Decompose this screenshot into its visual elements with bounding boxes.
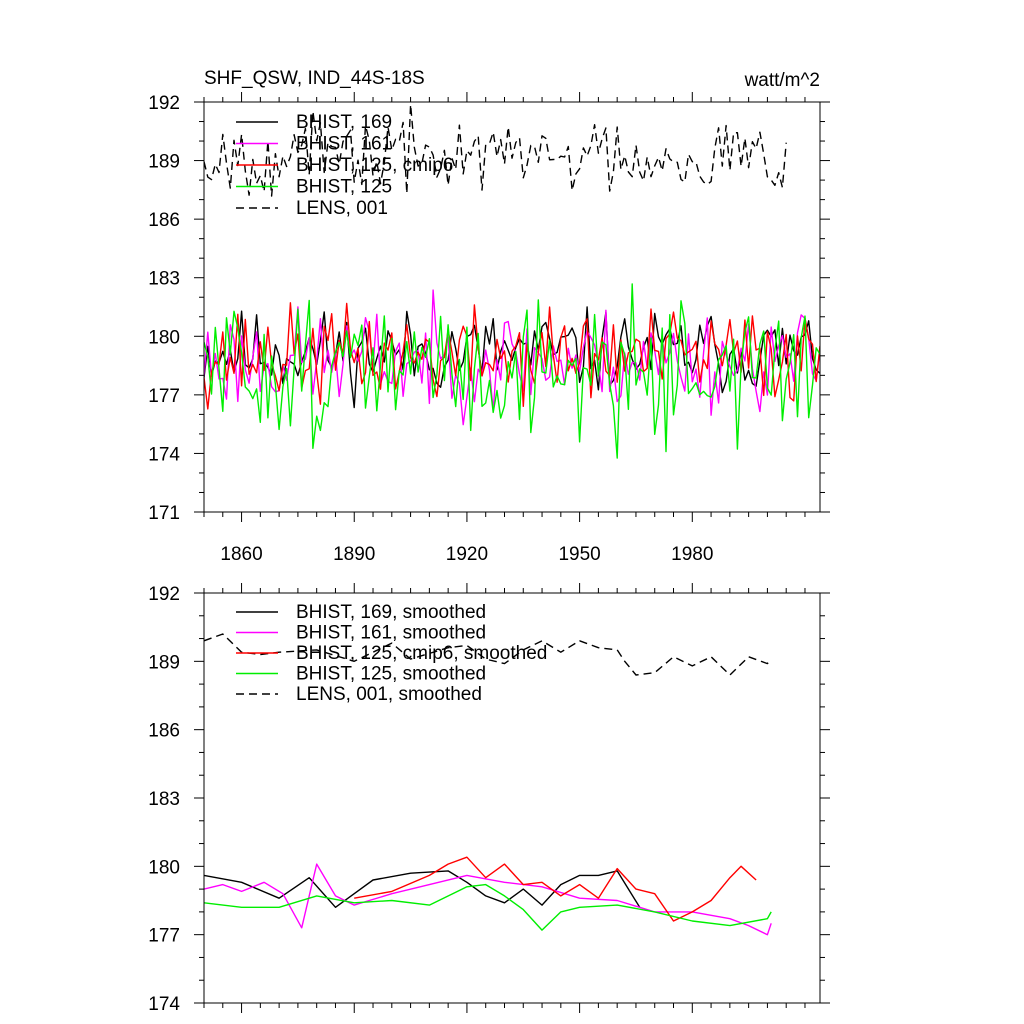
series-line-1 — [204, 289, 820, 426]
y-tick-label: 189 — [148, 652, 180, 673]
y-tick-label: 180 — [148, 857, 180, 878]
series-line-0 — [204, 306, 820, 409]
x-tick-label: 1890 — [333, 544, 375, 565]
legend-label: BHIST, 161 — [296, 134, 392, 155]
top-panel-title: SHF_QSW, IND_44S-18S — [204, 68, 425, 89]
series-line-1 — [204, 863, 772, 936]
y-tick-label: 186 — [148, 721, 180, 742]
y-tick-label: 174 — [148, 994, 180, 1015]
y-tick-label: 186 — [148, 210, 180, 231]
series-line-2 — [204, 302, 820, 410]
series-line-3 — [204, 283, 820, 459]
legend-label: BHIST, 169 — [296, 112, 392, 133]
y-tick-label: 177 — [148, 926, 180, 947]
y-tick-label: 189 — [148, 152, 180, 173]
y-tick-label: 192 — [148, 584, 180, 605]
y-tick-label: 174 — [148, 444, 180, 465]
legend-label: BHIST, 125, cmip6 — [296, 155, 453, 176]
x-tick-label: 1950 — [558, 544, 600, 565]
y-tick-label: 180 — [148, 327, 180, 348]
series-line-3 — [204, 883, 772, 931]
top-panel-units: watt/m^2 — [744, 70, 820, 91]
legend-label: BHIST, 161, smoothed — [296, 623, 486, 644]
legend-label: BHIST, 169, smoothed — [296, 602, 486, 623]
legend-label: LENS, 001 — [296, 198, 388, 219]
bottom-panel: 174 177 180 183 186 189 192 BHIST, 169, smoothe… — [148, 583, 830, 1015]
series-line-0 — [204, 870, 641, 908]
legend-label: BHIST, 125 — [296, 177, 392, 198]
y-tick-label: 183 — [148, 789, 180, 810]
series-line-2 — [354, 856, 757, 922]
top-panel: SHF_QSW, IND_44S-18S watt/m^2 171 174 177 1… — [148, 68, 830, 565]
y-tick-label: 192 — [148, 93, 180, 114]
x-tick-label: 1860 — [220, 544, 262, 565]
x-tick-label: 1980 — [671, 544, 713, 565]
x-tick-label: 1920 — [446, 544, 488, 565]
series-line-4 — [204, 103, 787, 197]
legend-label: BHIST, 125, cmip6, smoothed — [296, 643, 547, 664]
series-line-4 — [204, 633, 772, 676]
legend-label: BHIST, 125, smoothed — [296, 664, 486, 685]
plot-frame — [203, 101, 821, 513]
y-tick-label: 183 — [148, 269, 180, 290]
y-tick-label: 177 — [148, 386, 180, 407]
legend-label: LENS, 001, smoothed — [296, 684, 482, 705]
y-tick-label: 171 — [148, 503, 180, 524]
